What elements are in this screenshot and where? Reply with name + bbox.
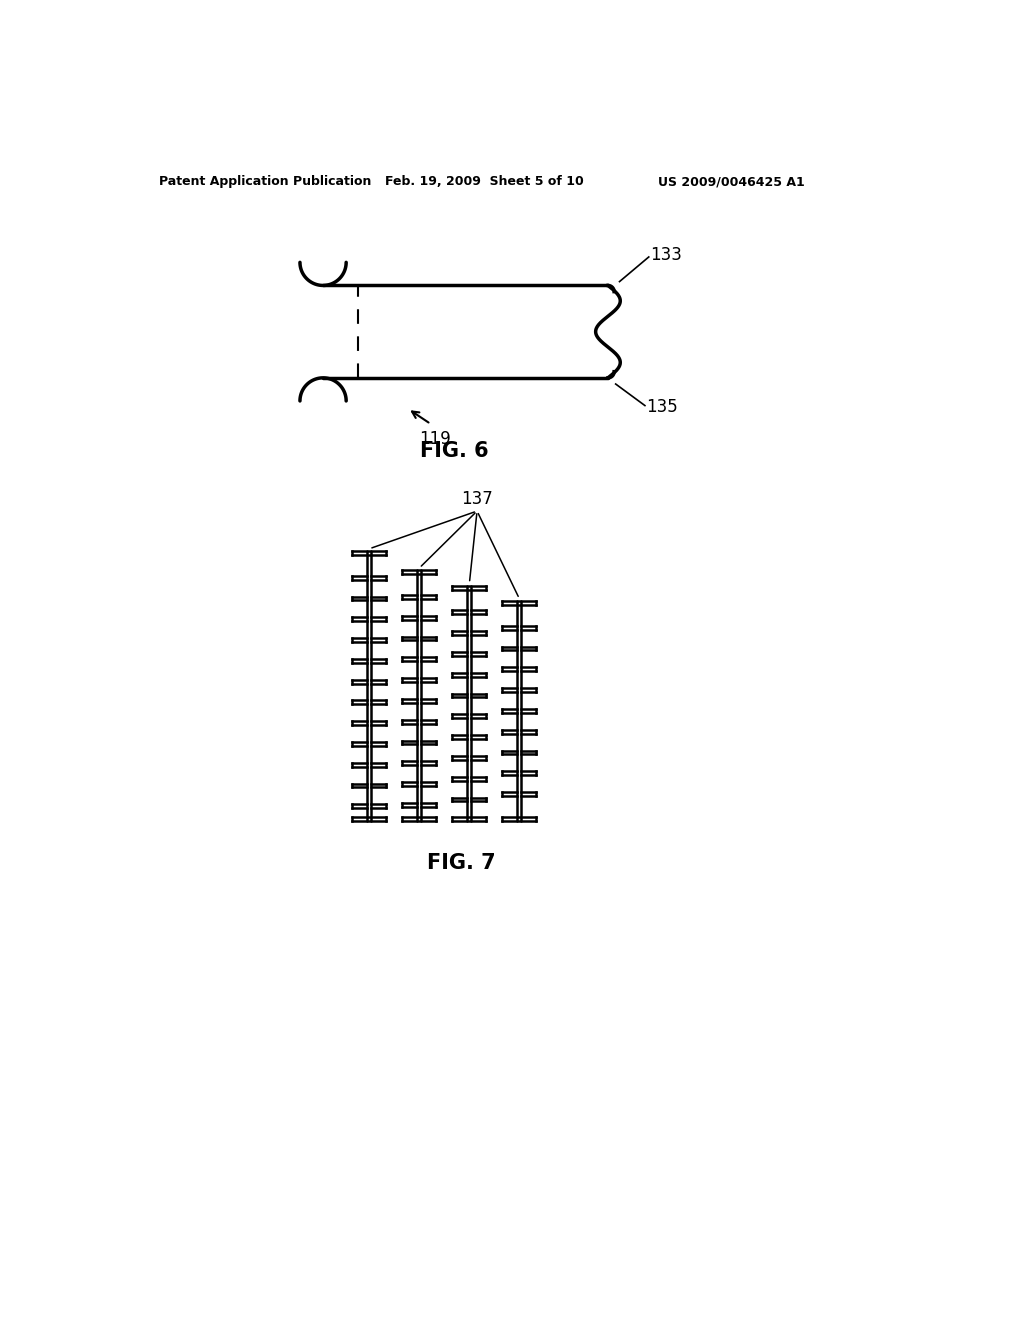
Text: Feb. 19, 2009  Sheet 5 of 10: Feb. 19, 2009 Sheet 5 of 10: [385, 176, 584, 187]
Text: Patent Application Publication: Patent Application Publication: [159, 176, 372, 187]
Text: 133: 133: [650, 246, 682, 264]
Text: FIG. 7: FIG. 7: [427, 853, 496, 873]
Text: 137: 137: [461, 490, 493, 508]
Text: 135: 135: [646, 399, 678, 416]
Text: FIG. 6: FIG. 6: [420, 441, 488, 461]
Text: 119: 119: [419, 430, 451, 449]
Text: US 2009/0046425 A1: US 2009/0046425 A1: [657, 176, 805, 187]
